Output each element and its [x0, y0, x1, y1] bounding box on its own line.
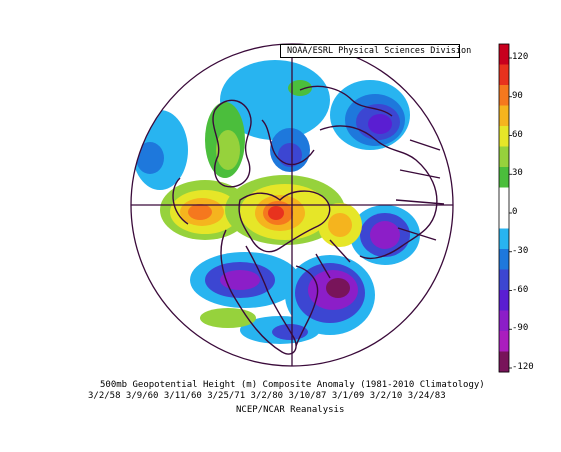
colorbar-segment	[499, 167, 509, 188]
credit-box: NOAA/ESRL Physical Sciences Division	[280, 44, 471, 58]
colorbar-frame	[498, 43, 510, 373]
colorbar-segment	[499, 249, 509, 270]
caption-title: 500mb Geopotential Height (m) Composite …	[100, 380, 485, 390]
colorbar-label: 60	[512, 129, 523, 140]
colorbar-label: 120	[512, 52, 529, 62]
colorbar-segment	[499, 146, 509, 168]
colorbar-label: 0	[512, 207, 518, 217]
colorbar-segment	[499, 44, 509, 65]
credit-text: NOAA/ESRL Physical Sciences Division	[287, 46, 472, 56]
colorbar-segment	[499, 208, 509, 229]
colorbar-label: -60	[512, 284, 529, 295]
colorbar-label: 30	[512, 168, 523, 179]
colorbar-segment	[499, 269, 509, 291]
colorbar-segment	[499, 85, 509, 106]
colorbar-segment	[499, 64, 509, 86]
colorbar-segment	[499, 187, 509, 209]
colorbar-label: -30	[512, 245, 529, 256]
colorbar-segment	[499, 351, 509, 373]
colorbar-segment	[499, 290, 509, 311]
colorbar-label: -90	[512, 323, 529, 334]
colorbar-segment	[499, 228, 509, 250]
colorbar	[498, 43, 512, 373]
caption-source: NCEP/NCAR Reanalysis	[236, 405, 345, 415]
colorbar-label: -120	[512, 362, 534, 372]
colorbar-label: 90	[512, 90, 523, 101]
colorbar-segment	[499, 105, 509, 127]
caption-dates: 3/2/58 3/9/60 3/11/60 3/25/71 3/2/80 3/1…	[88, 391, 446, 401]
colorbar-segment	[499, 126, 509, 147]
colorbar-segment	[499, 331, 509, 352]
colorbar-segment	[499, 310, 509, 332]
